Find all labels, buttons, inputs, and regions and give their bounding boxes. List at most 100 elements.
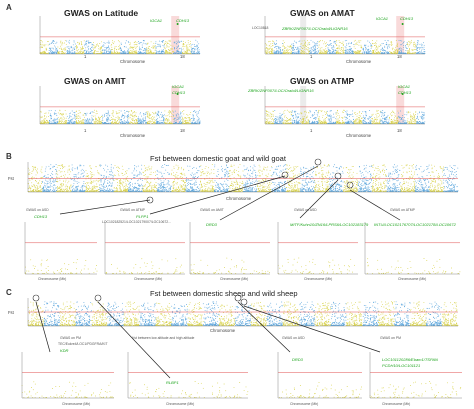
data-point [192, 114, 194, 116]
data-point [59, 118, 61, 119]
data-point [347, 113, 349, 115]
data-point [295, 117, 297, 119]
data-point [180, 113, 181, 115]
data-point [339, 41, 341, 43]
data-point [53, 112, 55, 114]
data-point [115, 113, 117, 115]
data-point [185, 52, 187, 54]
data-point [377, 109, 379, 111]
data-point [318, 119, 320, 121]
data-point [284, 51, 286, 53]
data-point [41, 116, 43, 118]
data-point [101, 114, 103, 116]
data-point [356, 122, 358, 124]
data-point [274, 122, 276, 124]
data-point [71, 45, 73, 47]
data-point [362, 51, 364, 53]
data-point [302, 45, 304, 47]
data-point [65, 49, 67, 50]
data-point [125, 46, 127, 48]
data-point [280, 118, 282, 119]
data-point [281, 122, 283, 124]
data-point [332, 116, 334, 118]
data-point [69, 51, 71, 53]
data-point [49, 114, 51, 116]
data-point [356, 115, 358, 117]
data-point [166, 120, 168, 122]
data-point [346, 50, 348, 52]
data-point [62, 41, 63, 43]
data-point [43, 45, 45, 47]
data-point [180, 121, 182, 123]
data-point [369, 50, 371, 51]
data-point [107, 47, 109, 49]
data-point [60, 42, 62, 44]
data-point [90, 121, 92, 123]
data-point [391, 114, 393, 116]
data-point [410, 115, 412, 117]
data-point [157, 121, 159, 123]
data-point [176, 51, 178, 53]
data-point [337, 118, 339, 120]
data-point [49, 52, 51, 54]
data-point [98, 122, 100, 124]
data-point [376, 115, 378, 117]
data-point [95, 118, 97, 120]
data-point [295, 110, 297, 112]
data-point [323, 43, 325, 45]
data-point [272, 110, 274, 112]
data-point [177, 46, 179, 47]
data-point [348, 116, 350, 117]
data-point [57, 112, 59, 114]
data-point [128, 116, 130, 117]
data-point [86, 43, 87, 44]
data-point [72, 44, 74, 46]
data-point [316, 44, 318, 46]
data-point [78, 42, 80, 44]
data-point [281, 113, 283, 115]
data-point [198, 117, 200, 119]
data-point [418, 47, 420, 48]
data-point [83, 119, 84, 121]
data-point [134, 40, 136, 42]
data-point [404, 119, 406, 121]
data-point [365, 49, 367, 51]
data-point [397, 48, 399, 50]
data-point [292, 47, 294, 49]
data-point [275, 119, 277, 121]
data-point [102, 50, 104, 51]
data-point [353, 40, 355, 42]
data-point [101, 41, 102, 43]
data-point [130, 121, 132, 123]
data-point [88, 49, 90, 51]
data-point [345, 122, 347, 124]
data-point [161, 49, 163, 51]
highlight-region [171, 16, 180, 54]
data-point [130, 46, 132, 48]
data-point [280, 52, 282, 54]
data-point [377, 48, 379, 50]
data-point [162, 121, 164, 123]
data-point [317, 117, 319, 119]
data-point [272, 122, 274, 124]
data-point [342, 42, 344, 44]
data-point [141, 120, 143, 122]
data-point [282, 40, 284, 42]
data-point [279, 112, 281, 114]
data-point [172, 110, 174, 112]
data-point [342, 109, 344, 111]
data-point [304, 122, 306, 124]
data-point [341, 50, 343, 52]
data-point [314, 117, 316, 119]
data-point [43, 121, 45, 123]
data-point [380, 52, 382, 53]
data-point [74, 111, 76, 113]
data-point [81, 120, 82, 122]
data-point [88, 52, 89, 54]
data-point [186, 46, 187, 48]
data-point [70, 112, 72, 114]
data-point [80, 121, 82, 123]
data-point [369, 110, 371, 112]
data-point [101, 122, 103, 123]
data-point [384, 121, 386, 123]
